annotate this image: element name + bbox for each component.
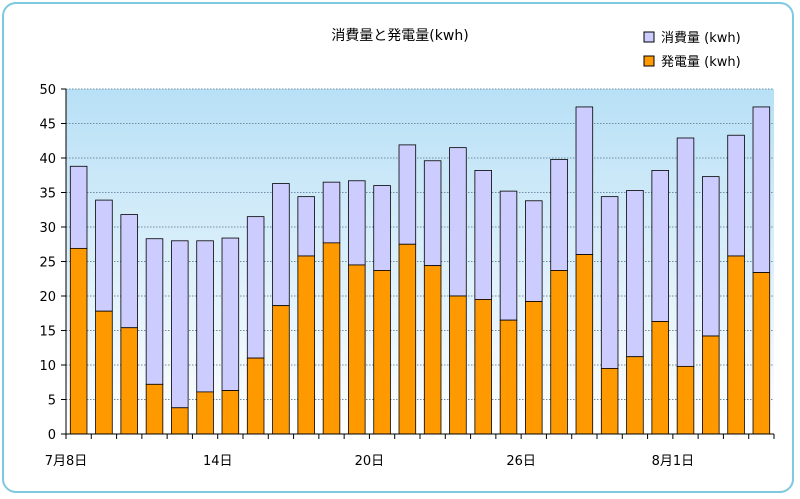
x-tick-label: 7月8日 — [45, 454, 88, 469]
legend-swatch-consumption — [643, 31, 655, 43]
bar-consumption — [727, 134, 745, 257]
bar-generation — [651, 321, 669, 435]
bar-consumption — [297, 196, 315, 257]
y-tick-label: 0 — [48, 428, 56, 443]
bar-consumption — [499, 190, 518, 321]
bar-generation — [246, 357, 265, 435]
legend-label-generation: 発電量 (kwh) — [661, 55, 741, 70]
y-tick-label: 15 — [39, 325, 56, 340]
legend-label-consumption: 消費量 (kwh) — [661, 31, 741, 46]
bar-generation — [322, 242, 341, 435]
bar-generation — [423, 265, 442, 435]
bar-consumption — [449, 147, 467, 297]
bar-generation — [676, 365, 695, 435]
bar-generation — [196, 391, 214, 435]
bar-consumption — [550, 158, 568, 271]
y-tick-label: 30 — [39, 221, 56, 236]
bar-consumption — [246, 216, 265, 359]
bar-consumption — [69, 165, 88, 249]
bar-generation — [550, 270, 568, 435]
bar-generation — [272, 305, 290, 435]
bar-generation — [702, 335, 720, 435]
bar-generation — [120, 327, 138, 435]
bar-generation — [499, 319, 518, 435]
x-tick-label: 26日 — [506, 454, 536, 469]
bar-consumption — [676, 137, 695, 367]
bar-generation — [449, 295, 467, 435]
bar-generation — [221, 390, 240, 435]
bar-generation — [600, 368, 619, 435]
bar-consumption — [145, 238, 164, 385]
bar-generation — [398, 243, 417, 435]
bar-generation — [171, 407, 189, 435]
bar-generation — [752, 272, 771, 435]
bar-generation — [348, 264, 366, 435]
y-tick-label: 25 — [39, 256, 56, 271]
bar-generation — [297, 255, 315, 435]
bar-consumption — [702, 176, 720, 337]
bar-consumption — [348, 180, 366, 266]
y-tick-label: 10 — [39, 359, 56, 374]
bar-consumption — [272, 183, 290, 307]
bar-consumption — [626, 190, 644, 358]
y-tick-label: 5 — [48, 394, 56, 409]
y-tick-label: 45 — [39, 118, 56, 133]
bar-generation — [145, 383, 164, 435]
bar-consumption — [398, 144, 417, 245]
bar-generation — [575, 254, 594, 435]
chart-title: 消費量と発電量(kwh) — [331, 28, 468, 44]
x-tick-label: 14日 — [203, 454, 233, 469]
bar-consumption — [525, 200, 543, 302]
x-tick-label: 20日 — [355, 454, 385, 469]
y-tick-label: 35 — [39, 187, 56, 202]
bar-generation — [95, 310, 113, 435]
bar-generation — [525, 301, 543, 435]
bar-consumption — [474, 170, 492, 300]
bar-consumption — [171, 240, 189, 409]
bar-generation — [474, 299, 492, 435]
bar-generation — [626, 356, 644, 435]
bar-consumption — [575, 106, 594, 256]
legend-swatch-generation — [643, 55, 655, 67]
bar-consumption — [221, 237, 240, 391]
bar-consumption — [373, 185, 391, 271]
bar-consumption — [322, 181, 341, 244]
bar-consumption — [600, 196, 619, 369]
bar-consumption — [95, 199, 113, 312]
bar-consumption — [651, 170, 669, 322]
y-tick-label: 40 — [39, 152, 56, 167]
bar-consumption — [423, 160, 442, 267]
y-tick-label: 50 — [39, 83, 56, 98]
bar-generation — [69, 247, 88, 435]
bar-consumption — [120, 214, 138, 329]
y-tick-label: 20 — [39, 290, 56, 305]
bar-generation — [727, 255, 745, 435]
bar-consumption — [196, 240, 214, 393]
bar-consumption — [752, 106, 771, 273]
legend: 消費量 (kwh) 発電量 (kwh) — [643, 31, 741, 70]
bar-generation — [373, 270, 391, 435]
x-tick-label: 8月1日 — [652, 454, 695, 469]
